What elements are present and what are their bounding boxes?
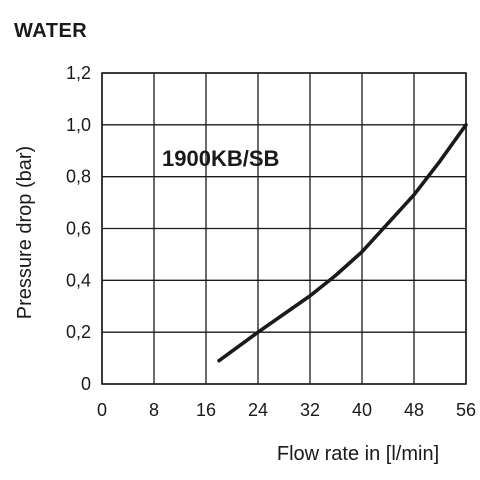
y-tick-label-4: 0,8 [66,167,91,187]
y-axis-label: Pressure drop (bar) [14,146,36,319]
plot-frame [101,72,467,385]
y-tick-label-2: 0,4 [66,270,91,290]
y-tick-label-5: 1,0 [66,115,91,135]
x-tick-label-4: 32 [300,400,320,420]
x-tick-label-0: 0 [97,400,107,420]
x-tick-label-6: 48 [404,400,424,420]
x-tick-label-3: 24 [248,400,268,420]
y-tick-label-6: 1,2 [66,63,91,83]
y-tick-label-0: 0 [81,374,91,394]
y-tick-label-3: 0,6 [66,219,91,239]
x-axis-label: Flow rate in [l/min] [277,443,439,465]
chart-annotation: 1900KB/SB [162,146,279,171]
x-tick-label-5: 40 [352,400,372,420]
series-line-0 [217,123,468,363]
y-tick-label-1: 0,2 [66,322,91,342]
x-tick-label-7: 56 [456,400,476,420]
chart-heading: WATER [14,20,88,42]
x-tick-label-1: 8 [149,400,159,420]
x-tick-label-2: 16 [196,400,216,420]
